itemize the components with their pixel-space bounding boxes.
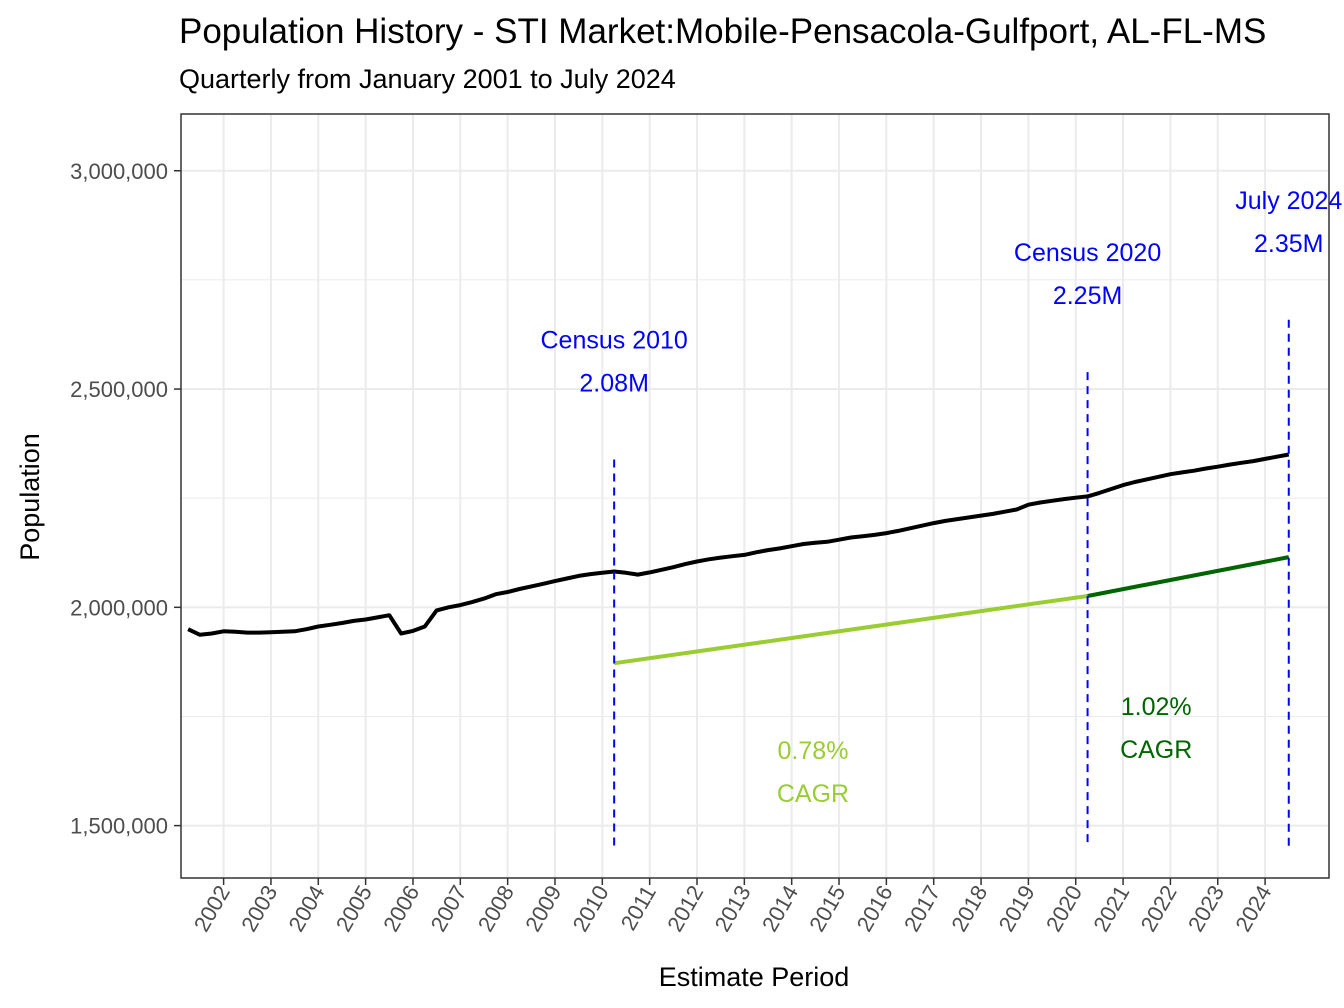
x-tick-label: 2013 [710, 881, 756, 936]
x-tick-label: 2002 [189, 881, 235, 936]
x-tick-label: 2018 [946, 881, 992, 936]
x-tick-label: 2024 [1230, 881, 1276, 936]
x-tick-label: 2020 [1041, 881, 1087, 936]
x-tick-label: 2005 [331, 881, 377, 936]
annotation-label: 1.02% [1121, 693, 1192, 721]
x-tick-label: 2023 [1183, 881, 1229, 936]
annotation-label: Census 2020 [1014, 239, 1161, 267]
annotation-label: 0.78% [778, 737, 849, 765]
series-line-cagr_2010_2020 [613, 594, 1088, 666]
series-line-population [187, 452, 1290, 637]
x-tick-label: 2021 [1088, 881, 1134, 936]
x-tick-label: 2016 [852, 881, 898, 936]
y-tick-label: 1,500,000 [70, 814, 168, 839]
x-tick-label: 2010 [568, 881, 614, 936]
x-tick-label: 2019 [994, 881, 1040, 936]
y-axis-title: Population [15, 433, 45, 561]
plot-border [180, 113, 1330, 879]
annotation-value: 2.25M [1053, 282, 1122, 310]
x-tick-label: 2022 [1136, 881, 1182, 936]
series-layer [187, 452, 1290, 666]
grid-layer [181, 114, 1329, 878]
annotation-value: CAGR [1120, 736, 1192, 764]
series-line-cagr_2020_2024 [1087, 555, 1290, 598]
annotation-value: CAGR [777, 780, 849, 808]
x-tick-label: 2007 [426, 881, 472, 936]
x-tick-label: 2012 [662, 881, 708, 936]
annotation-label: Census 2010 [540, 326, 687, 354]
y-tick-label: 2,500,000 [70, 377, 168, 402]
plot-panel [181, 114, 1329, 878]
x-tick-label: 2004 [283, 881, 329, 936]
annotation-label: July 2024 [1235, 187, 1342, 215]
x-tick-label: 2017 [899, 881, 945, 936]
y-tick-label: 2,000,000 [70, 595, 168, 620]
annotation-value: 2.08M [579, 369, 648, 397]
x-tick-label: 2006 [378, 881, 424, 936]
y-tick-label: 3,000,000 [70, 159, 168, 184]
x-tick-label: 2014 [757, 881, 803, 936]
census-marker-layer [613, 319, 1290, 848]
x-tick-label: 2015 [804, 881, 850, 936]
chart-subtitle: Quarterly from January 2001 to July 2024 [179, 64, 676, 94]
annotation-value: 2.35M [1254, 230, 1323, 258]
x-tick-label: 2003 [236, 881, 282, 936]
x-tick-label: 2011 [616, 881, 661, 934]
x-tick-label: 2009 [520, 881, 566, 936]
annotation-layer: Census 2010 2.08M Census 2020 2.25M July 202… [540, 187, 1342, 808]
x-axis-title: Estimate Period [659, 962, 850, 992]
chart-title: Population History - STI Market:Mobile-P… [179, 12, 1267, 51]
x-tick-label: 2008 [473, 881, 519, 936]
